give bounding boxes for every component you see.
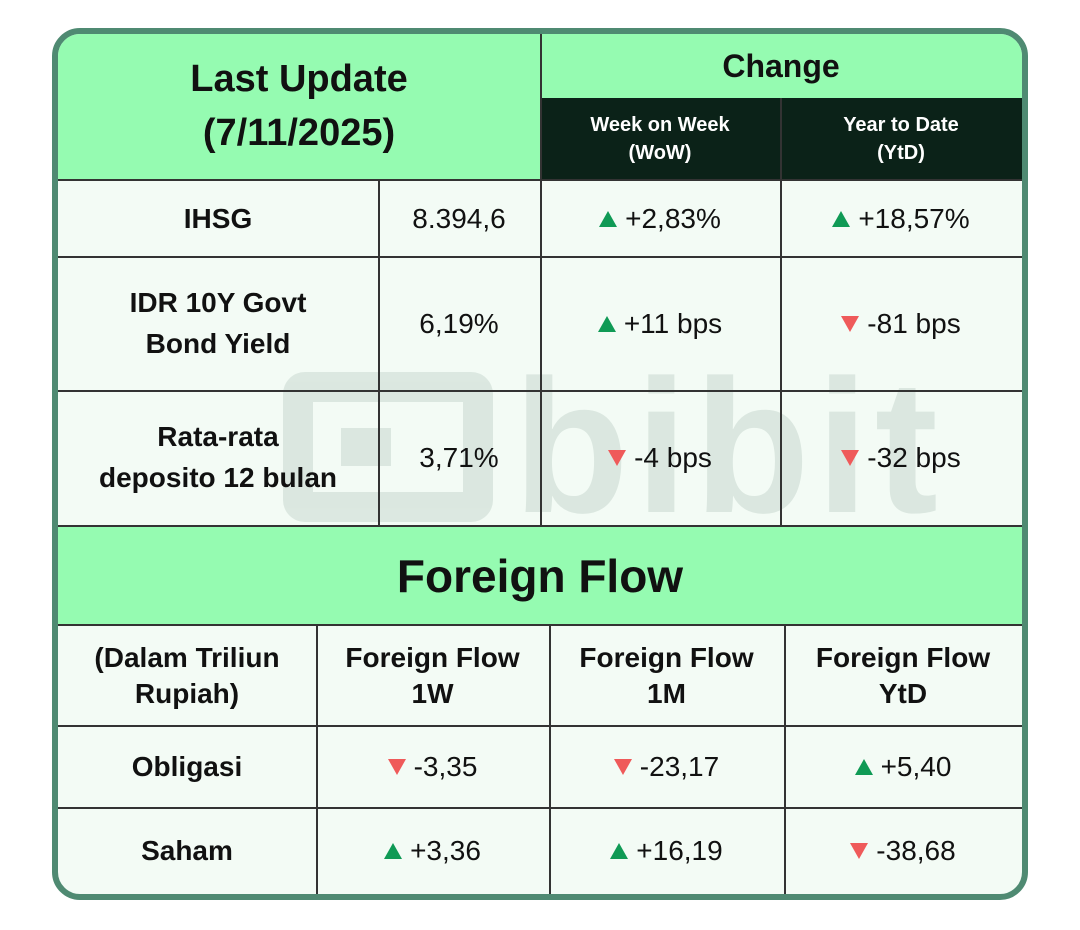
bond-label-line2: Bond Yield <box>145 328 291 359</box>
foreign-flow-title: Foreign Flow <box>58 527 1022 624</box>
divider <box>784 626 786 894</box>
bond-wow-value: +11 bps <box>623 308 723 339</box>
saham-1m: +16,19 <box>549 808 784 894</box>
unit-label-line1: (Dalam Triliun <box>94 641 280 673</box>
row-value-bond: 6,19% <box>419 308 499 339</box>
up-arrow-icon <box>597 316 616 332</box>
up-arrow-icon <box>854 759 873 775</box>
ihsg-wow: +2,83% <box>540 181 780 257</box>
up-arrow-icon <box>384 843 403 859</box>
ytd-header: Year to Date (YtD) <box>780 98 1022 179</box>
divider <box>58 390 1022 392</box>
change-header: Change <box>540 34 1022 98</box>
ff-1w-header: Foreign Flow 1W <box>316 626 549 726</box>
bond-label-line1: IDR 10Y Govt <box>129 287 307 319</box>
row-label-saham: Saham <box>141 835 233 866</box>
deposito-wow: -4 bps <box>540 391 780 525</box>
divider <box>549 626 551 894</box>
saham-1w-value: +3,36 <box>410 835 481 866</box>
deposito-label-line1: Rata-rata <box>157 421 279 453</box>
row-label-obligasi: Obligasi <box>131 751 243 782</box>
saham-1m-value: +16,19 <box>636 835 723 866</box>
obligasi-1w-value: -3,35 <box>413 751 478 782</box>
last-update-label: Last Update <box>190 57 408 100</box>
unit-label: (Dalam Triliun Rupiah) <box>58 626 316 726</box>
ff-ytd-header-line2: YtD <box>878 678 928 709</box>
ff-1m-header: Foreign Flow 1M <box>549 626 784 726</box>
deposito-ytd: -32 bps <box>780 391 1022 525</box>
down-arrow-icon <box>850 843 869 859</box>
ff-1m-header-line1: Foreign Flow <box>579 641 754 673</box>
row-label-ihsg: IHSG <box>183 203 253 234</box>
divider <box>540 34 542 527</box>
divider <box>780 98 782 527</box>
ff-1w-header-line2: 1W <box>411 678 454 709</box>
ff-1m-header-line2: 1M <box>647 678 686 709</box>
divider <box>58 624 1022 626</box>
unit-label-line2: Rupiah) <box>134 678 240 709</box>
saham-ytd-value: -38,68 <box>876 835 956 866</box>
ytd-header-line1: Year to Date <box>843 113 959 136</box>
bond-ytd: -81 bps <box>780 257 1022 391</box>
last-update-date: (7/11/2025) <box>202 111 396 154</box>
row-value-deposito: 3,71% <box>419 442 499 473</box>
bond-ytd-value: -81 bps <box>867 308 961 339</box>
last-update-title: Last Update (7/11/2025) <box>58 34 540 179</box>
divider <box>316 626 318 894</box>
divider <box>58 179 1022 181</box>
up-arrow-icon <box>610 843 629 859</box>
bond-wow: +11 bps <box>540 257 780 391</box>
divider <box>58 725 1022 727</box>
deposito-label-line2: deposito 12 bulan <box>98 462 338 493</box>
ihsg-ytd: +18,57% <box>780 181 1022 257</box>
obligasi-1m: -23,17 <box>549 726 784 808</box>
deposito-ytd-value: -32 bps <box>867 442 961 473</box>
row-label-deposito: Rata-rata deposito 12 bulan <box>58 391 378 525</box>
saham-1w: +3,36 <box>316 808 549 894</box>
ff-1w-header-line1: Foreign Flow <box>345 641 520 673</box>
down-arrow-icon <box>613 759 632 775</box>
row-value-ihsg: 8.394,6 <box>412 203 506 234</box>
ff-ytd-header: Foreign Flow YtD <box>784 626 1022 726</box>
row-label-bond: IDR 10Y Govt Bond Yield <box>58 257 378 391</box>
wow-header: Week on Week (WoW) <box>540 98 780 179</box>
wow-header-line2: (WoW) <box>628 141 692 164</box>
divider <box>58 525 1022 527</box>
down-arrow-icon <box>608 450 627 466</box>
ff-ytd-header-line1: Foreign Flow <box>815 641 991 673</box>
obligasi-ytd-value: +5,40 <box>880 751 952 782</box>
obligasi-ytd: +5,40 <box>784 726 1022 808</box>
down-arrow-icon <box>841 316 860 332</box>
obligasi-1m-value: -23,17 <box>639 751 720 782</box>
obligasi-1w: -3,35 <box>316 726 549 808</box>
up-arrow-icon <box>599 211 618 227</box>
divider <box>58 256 1022 258</box>
deposito-wow-value: -4 bps <box>634 442 712 473</box>
up-arrow-icon <box>832 211 851 227</box>
ihsg-wow-value: +2,83% <box>625 203 721 234</box>
divider <box>58 807 1022 809</box>
market-summary-card: bibit Last Update (7/11/2025) Change Wee… <box>52 28 1028 900</box>
ihsg-ytd-value: +18,57% <box>858 203 970 234</box>
ytd-header-line2: (YtD) <box>877 141 925 164</box>
saham-ytd: -38,68 <box>784 808 1022 894</box>
wow-header-line1: Week on Week <box>590 113 730 136</box>
down-arrow-icon <box>387 759 406 775</box>
divider <box>378 181 380 527</box>
down-arrow-icon <box>841 450 860 466</box>
